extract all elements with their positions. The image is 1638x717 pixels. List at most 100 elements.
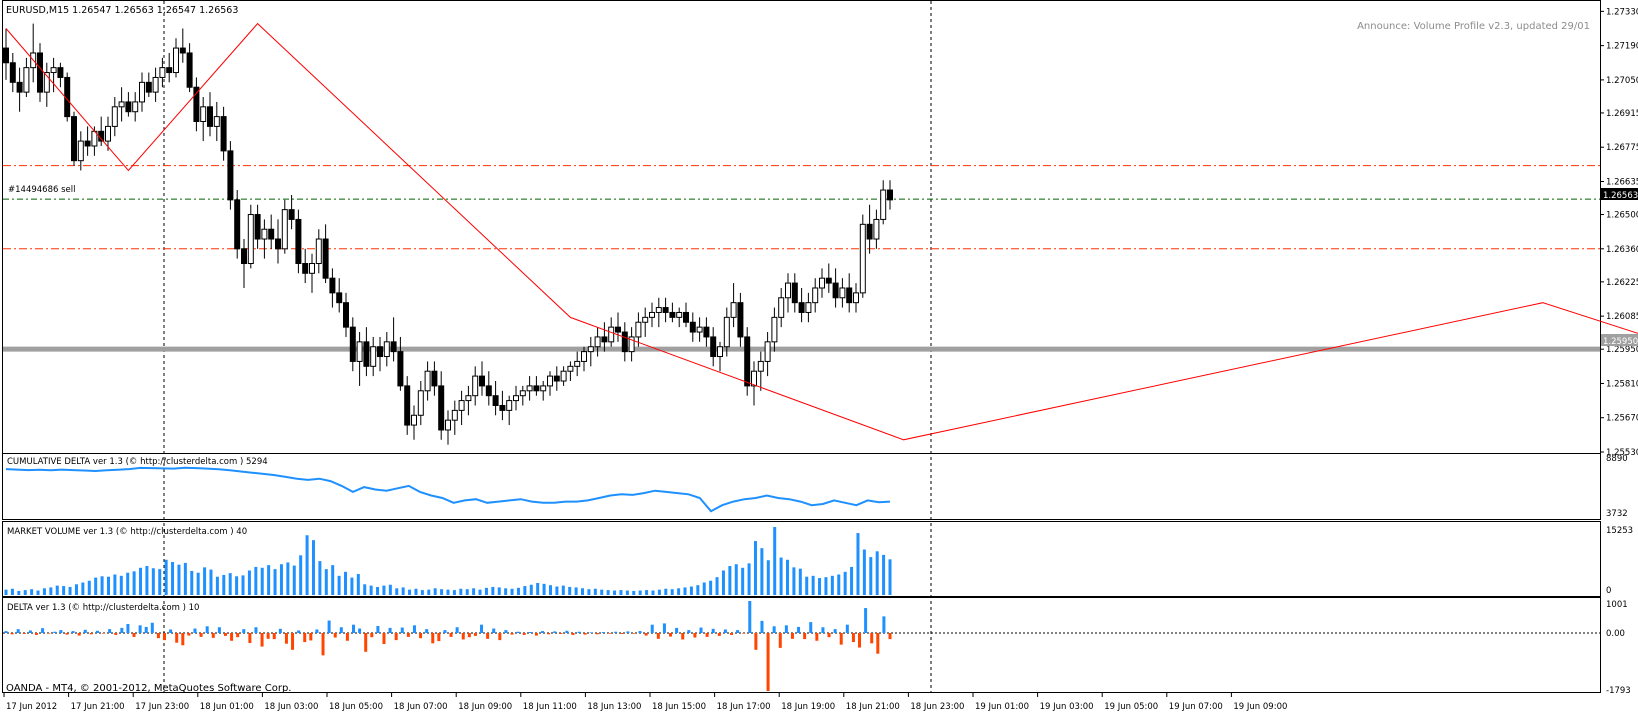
volume-bar [74, 584, 78, 595]
volume-bar [862, 549, 866, 595]
volume-bar [408, 589, 412, 595]
delta-bar [595, 633, 599, 635]
delta-bar [851, 633, 855, 643]
delta-bar [284, 633, 288, 644]
delta-bar [65, 633, 69, 635]
candle [574, 351, 581, 377]
volume-bar [702, 582, 706, 595]
delta-bar [669, 633, 673, 637]
candle [16, 67, 23, 112]
candle [159, 57, 166, 88]
delta-bar [687, 630, 691, 633]
volume-bar [670, 589, 674, 595]
time-tick-label: 18 Jun 23:00 [910, 702, 964, 712]
candle [866, 204, 873, 254]
price-tick-label: 1.25670 [1606, 414, 1638, 424]
price-tick-label: 1.26500 [1606, 211, 1638, 221]
candle [791, 273, 798, 313]
volume-bar [363, 584, 367, 595]
candle [669, 302, 676, 323]
delta-bar [53, 631, 57, 633]
candle [819, 268, 825, 298]
volume-bar [126, 572, 130, 595]
delta-bars [3, 601, 1600, 691]
delta-bar [601, 632, 605, 633]
volume-bar [388, 584, 392, 595]
delta-bar [327, 620, 331, 633]
delta-bar [693, 633, 697, 638]
candle [295, 209, 302, 274]
delta-bar [821, 627, 825, 633]
delta-bar [376, 625, 380, 633]
delta-bar [144, 626, 148, 633]
volume-bar [516, 587, 520, 595]
volume-bar [299, 555, 303, 595]
volume-bar [286, 562, 290, 595]
delta-bar [205, 626, 209, 633]
volume-bar [267, 565, 271, 595]
time-axis: 17 Jun 2012 17 Jun 21:00 17 Jun 23:00 18 Ju… [3, 692, 1287, 712]
volume-bar [305, 535, 309, 595]
delta-bar [412, 625, 416, 633]
candle [805, 292, 812, 323]
delta-bar [449, 633, 453, 637]
volume-bar [350, 577, 354, 595]
candle [370, 336, 377, 377]
delta-bar [644, 633, 648, 636]
candle [417, 381, 424, 426]
volume-bar [158, 569, 162, 595]
candle [771, 307, 778, 352]
delta-bar [114, 633, 118, 635]
delta-bar [126, 624, 130, 633]
delta-bar [59, 630, 63, 633]
candle [812, 278, 819, 313]
candle [349, 317, 356, 372]
candle [302, 248, 309, 284]
candle [451, 400, 458, 435]
volume-bar [459, 588, 463, 595]
cumulative-delta-panel[interactable] [2, 453, 1601, 520]
candle [744, 327, 751, 396]
volume-bar [369, 585, 373, 595]
candle [281, 199, 288, 254]
volume-bar [779, 557, 783, 595]
delta-bar [150, 622, 154, 633]
delta-bar [534, 633, 538, 636]
volume-bar [472, 588, 476, 595]
delta-bar [547, 633, 551, 635]
volume-bar [414, 588, 418, 595]
price-tick-label: 1.25950 [1606, 345, 1638, 355]
volume-bar [420, 590, 424, 595]
delta-bar [364, 633, 368, 652]
delta-bar [10, 633, 14, 635]
volume-bar [651, 590, 655, 595]
candle [125, 92, 132, 117]
volume-bar [10, 588, 14, 595]
volume-bar [49, 587, 53, 595]
main-price-panel[interactable] [2, 0, 1601, 455]
delta-bar [223, 633, 227, 636]
candle [404, 376, 411, 435]
volume-bar [747, 563, 751, 595]
symbol-header: EURUSD,M15 1.26547 1.26563 1.26547 1.265… [6, 5, 238, 16]
delta-bar [315, 629, 319, 633]
volume-bar [734, 564, 738, 595]
volume-bar [568, 586, 572, 595]
volume-min-label: 0 [1606, 586, 1611, 596]
volume-bar [55, 585, 59, 595]
delta-panel[interactable] [2, 597, 1601, 693]
volume-bar [254, 566, 258, 595]
volume-bar [324, 569, 328, 595]
price-tick-label: 1.25810 [1606, 379, 1638, 389]
volume-bar [465, 589, 469, 595]
volume-bar [683, 587, 687, 595]
price-tick-label: 1.27330 [1606, 7, 1638, 17]
volume-bar [645, 590, 649, 595]
price-tick-label: 1.25530 [1606, 448, 1638, 458]
current-price-label: 1.26563 [1603, 191, 1638, 201]
candle [363, 327, 370, 377]
time-tick-label: 18 Jun 13:00 [587, 702, 641, 712]
volume-bar [818, 578, 822, 595]
